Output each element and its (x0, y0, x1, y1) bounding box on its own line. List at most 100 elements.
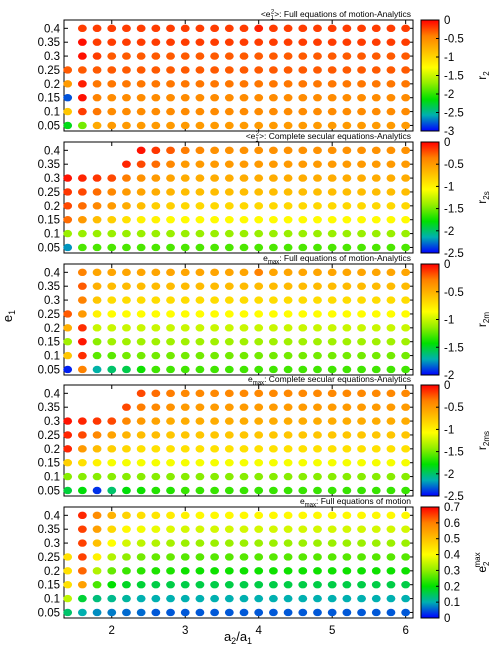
data-point (63, 174, 73, 182)
data-point (166, 121, 175, 130)
data-point (371, 66, 381, 74)
y-tick-label: 0.35 (38, 37, 60, 49)
data-point (254, 282, 264, 290)
data-point (254, 94, 264, 102)
data-point (210, 389, 220, 398)
data-point (371, 539, 381, 547)
data-point (180, 431, 190, 439)
data-point (298, 52, 308, 60)
data-point (77, 525, 87, 533)
data-point (239, 160, 249, 168)
data-point (283, 121, 293, 130)
colorbar-tick-label: 0.3 (444, 565, 460, 577)
data-point (195, 567, 205, 575)
data-point (224, 80, 234, 88)
colorbar-tick-label: 0.5 (444, 534, 460, 546)
data-point (151, 459, 161, 467)
colorbar (420, 384, 440, 497)
data-point (224, 459, 234, 467)
data-point (136, 268, 146, 277)
panel-title: <e12>: Complete secular equations-Analyt… (246, 131, 411, 144)
data-point (401, 243, 411, 252)
data-point (92, 511, 102, 520)
data-point (342, 403, 352, 411)
data-point (122, 338, 131, 346)
data-point (92, 38, 102, 46)
data-point (342, 38, 352, 46)
data-point (166, 365, 175, 374)
data-point (327, 539, 337, 547)
data-point (342, 52, 352, 60)
data-point (342, 431, 352, 439)
data-point (77, 594, 87, 603)
data-point (195, 594, 205, 603)
data-point (342, 107, 352, 116)
data-point (224, 389, 234, 398)
data-point (298, 324, 308, 332)
data-point (371, 24, 381, 33)
x-tick-label: 3 (182, 625, 188, 637)
data-point (136, 459, 146, 467)
data-point (180, 107, 190, 116)
data-point (342, 486, 352, 495)
data-point (77, 229, 87, 238)
data-point (63, 188, 73, 196)
y-tick-label: 0.3 (44, 51, 60, 63)
data-point (283, 107, 293, 116)
data-point (342, 553, 352, 561)
data-point (269, 52, 278, 60)
data-point (136, 594, 146, 603)
data-point (151, 66, 161, 74)
data-point (269, 24, 278, 33)
data-point (210, 66, 220, 74)
data-point (77, 417, 87, 425)
x-tick-label: 6 (402, 625, 408, 637)
data-point (357, 324, 366, 332)
data-point (371, 146, 381, 155)
data-point (239, 581, 249, 589)
data-point (195, 160, 205, 168)
data-point (371, 389, 381, 398)
data-point (342, 567, 352, 575)
data-point (357, 445, 366, 453)
data-point (195, 80, 205, 88)
data-point (283, 351, 293, 360)
data-point (357, 486, 366, 495)
panel-title: emax: Complete secular equations-Analyti… (248, 374, 411, 387)
data-point (195, 365, 205, 374)
data-point (269, 174, 278, 182)
data-point (239, 486, 249, 495)
data-point (107, 581, 117, 589)
data-point (136, 324, 146, 332)
data-point (180, 310, 190, 318)
data-point (386, 403, 396, 411)
data-point (342, 324, 352, 332)
data-point (180, 365, 190, 374)
data-point (77, 338, 87, 346)
data-point (298, 594, 308, 603)
data-point (122, 351, 131, 360)
data-point (327, 94, 337, 102)
data-point (92, 581, 102, 589)
data-point (180, 581, 190, 589)
plot-frame (63, 141, 414, 254)
data-point (166, 94, 175, 102)
data-point (327, 351, 337, 360)
data-point (357, 202, 366, 210)
data-point (298, 296, 308, 304)
data-point (166, 594, 175, 603)
data-point (195, 121, 205, 130)
data-point (283, 174, 293, 182)
data-point (371, 107, 381, 116)
data-point (136, 216, 146, 224)
data-point (136, 445, 146, 453)
data-point (166, 66, 175, 74)
colorbar-label: r2m (475, 312, 491, 327)
data-point (107, 511, 117, 520)
colorbar-label: r2s (475, 191, 491, 203)
data-point (254, 146, 264, 155)
y-tick-label: 0.05 (38, 242, 60, 254)
data-point (195, 52, 205, 60)
data-point (151, 338, 161, 346)
